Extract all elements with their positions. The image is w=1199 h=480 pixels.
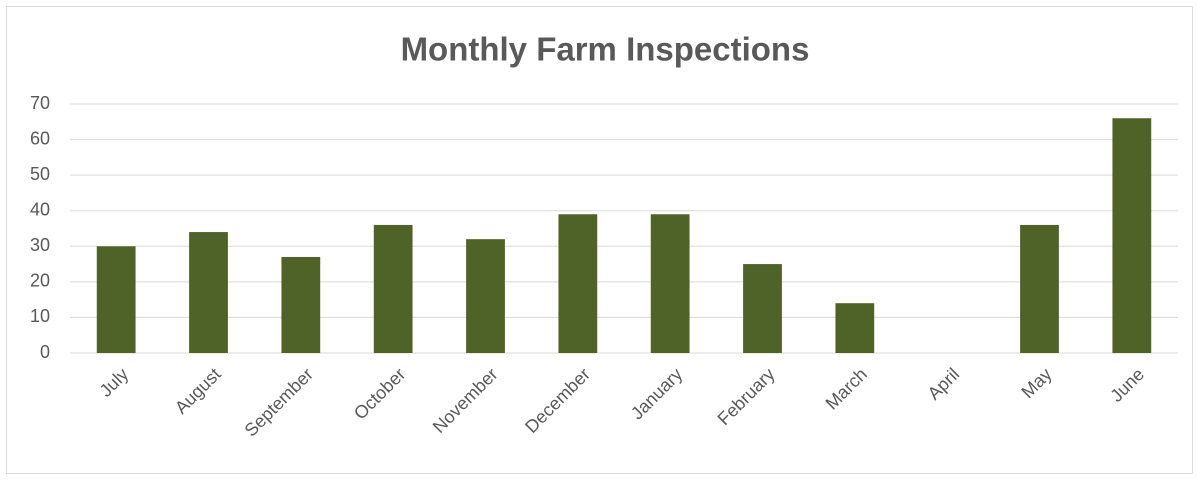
bar <box>1112 118 1152 353</box>
y-tick-label: 20 <box>30 271 50 291</box>
y-tick-label: 60 <box>30 128 50 148</box>
y-tick-label: 50 <box>30 164 50 184</box>
y-tick-label: 0 <box>40 342 50 362</box>
y-tick-label: 30 <box>30 235 50 255</box>
bar <box>650 214 690 353</box>
bar <box>189 232 228 353</box>
bar <box>835 303 875 353</box>
bar <box>558 214 598 353</box>
y-tick-label: 70 <box>30 93 50 113</box>
bar <box>281 256 321 353</box>
bar <box>743 264 782 353</box>
bar <box>1020 224 1059 353</box>
bar <box>373 224 413 353</box>
bar <box>466 239 505 353</box>
y-tick-label: 40 <box>30 199 50 219</box>
y-tick-label: 10 <box>30 306 50 326</box>
bar <box>96 246 136 353</box>
chart-title: Monthly Farm Inspections <box>401 31 810 68</box>
